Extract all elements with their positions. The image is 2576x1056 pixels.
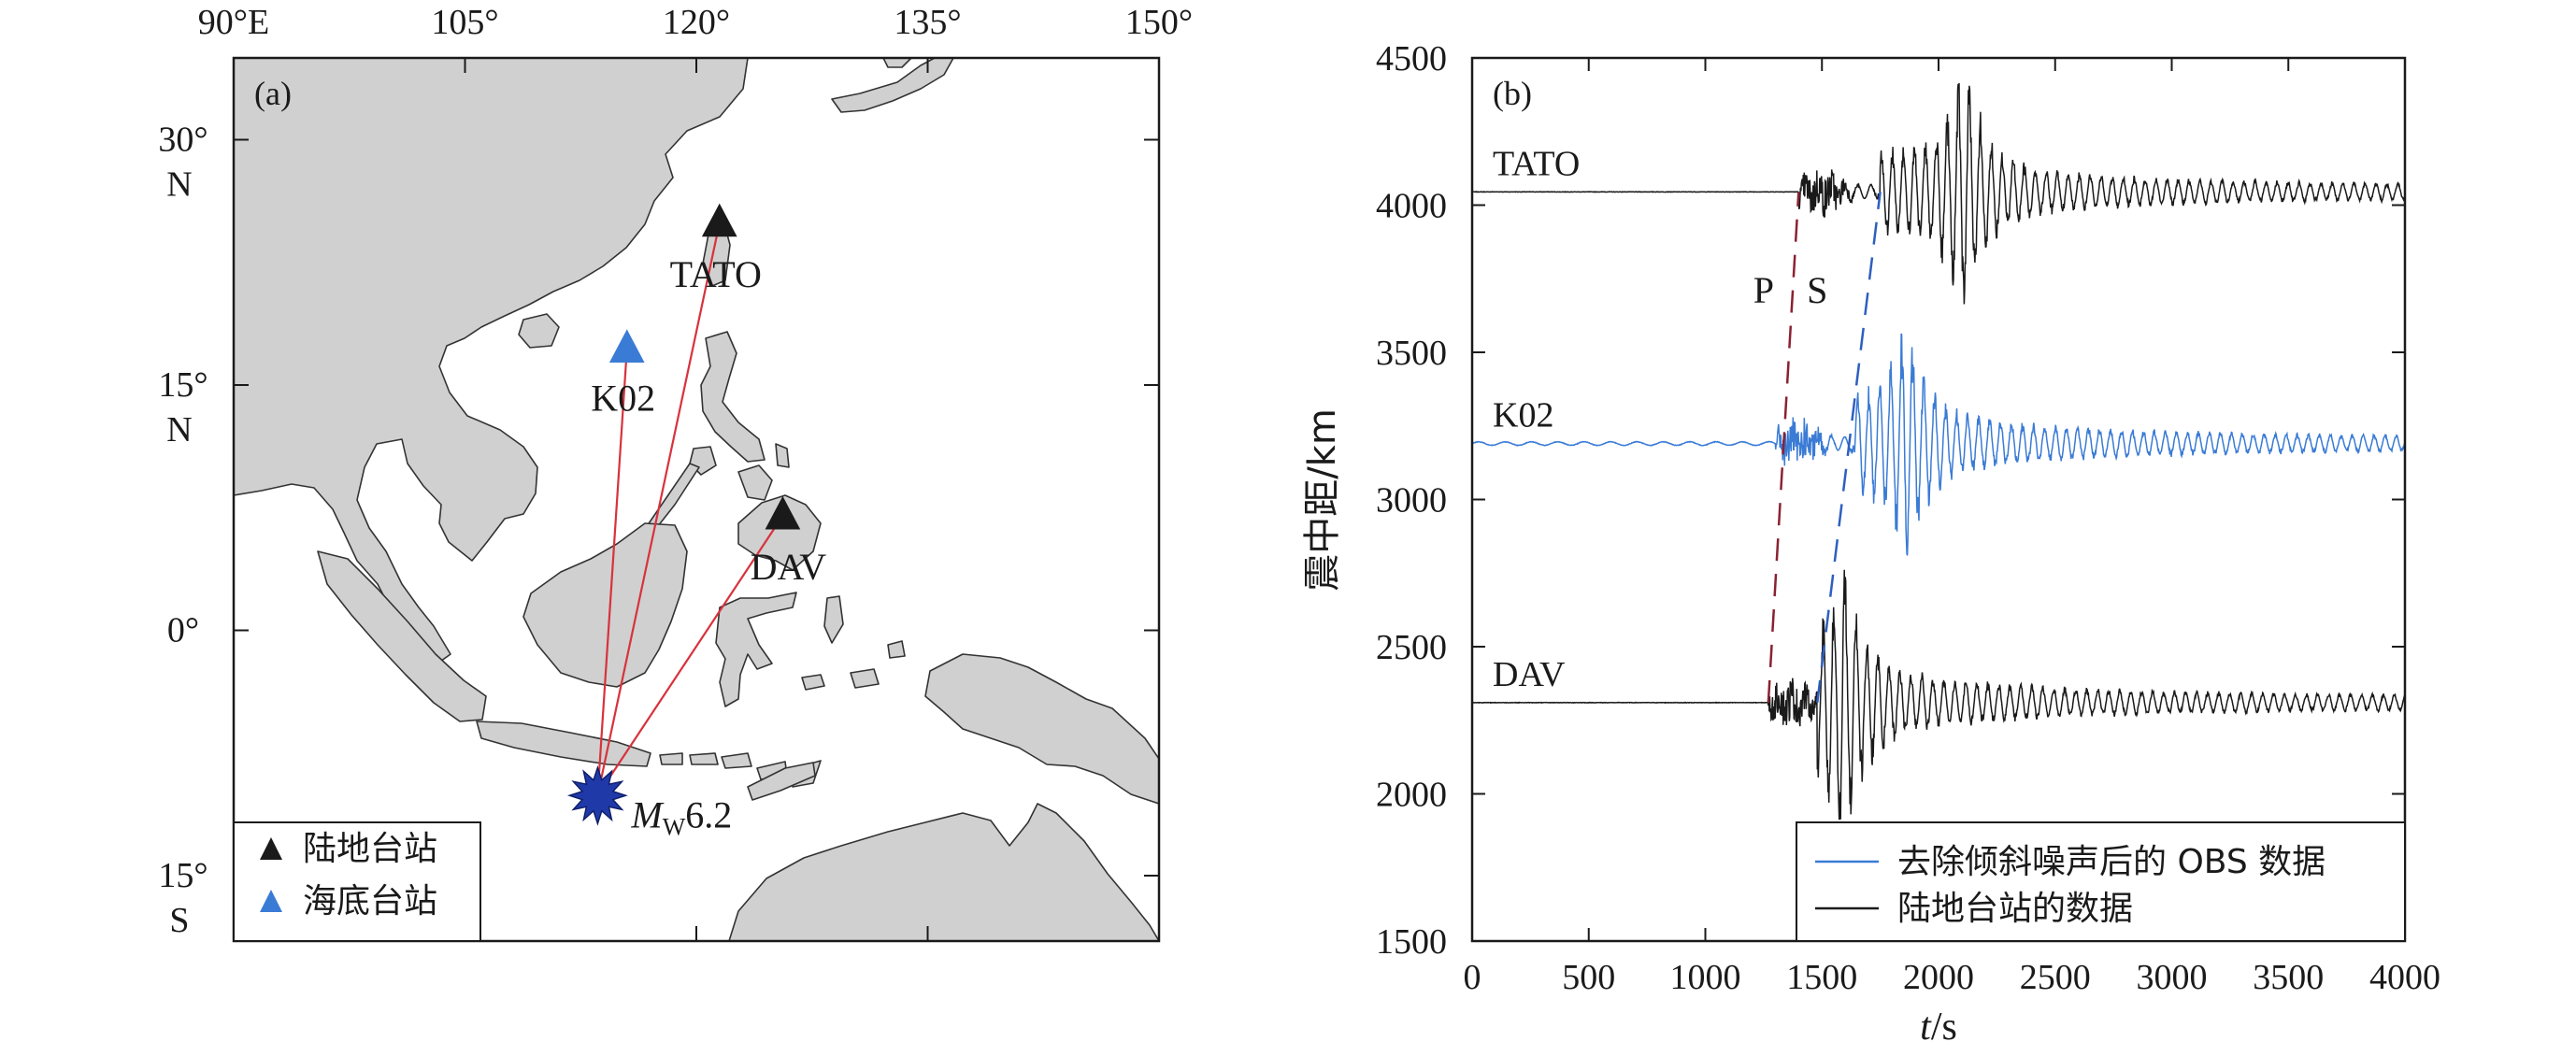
ray-path-k02	[596, 349, 628, 796]
station-marker-k02	[608, 329, 645, 363]
lat-tick-label: 30°	[158, 121, 208, 160]
lon-tick-label: 135°	[894, 3, 961, 42]
x-tick-label: 1500	[1786, 958, 1857, 997]
lon-tick-label: 150°	[1125, 3, 1193, 42]
trace-label-k02: K02	[1493, 396, 1553, 435]
x-tick-label: 1000	[1670, 958, 1741, 997]
lat-tick-label: 0°	[167, 611, 199, 650]
legend-land-data: 陆地台站的数据	[1897, 890, 2133, 928]
landmass-moluccas	[801, 595, 906, 691]
ray-path-dav	[596, 515, 784, 796]
legend-obs-data: 去除倾斜噪声后的 OBS 数据	[1897, 843, 2326, 881]
lon-tick-label: 105°	[431, 3, 498, 42]
station-marker-tato	[701, 203, 737, 237]
trace-label-dav: DAV	[1493, 655, 1566, 694]
x-tick-label: 2500	[2020, 958, 2091, 997]
lat-hemisphere-label: S	[169, 901, 189, 940]
x-tick-label: 0	[1464, 958, 1481, 997]
station-label-dav: DAV	[751, 546, 827, 588]
landmass-luzon	[700, 331, 766, 463]
landmass-japan-south	[831, 58, 954, 113]
panel-label-b: (b)	[1493, 75, 1532, 112]
x-axis-label-var: t	[1920, 1006, 1932, 1049]
y-tick-label: 4000	[1376, 187, 1447, 226]
landmass-australia	[728, 803, 1159, 941]
station-label-k02: K02	[591, 378, 655, 420]
x-tick-label: 2000	[1903, 958, 1974, 997]
station-markers: TATO K02 DAV	[591, 203, 827, 588]
waveform-k02	[1471, 333, 2406, 556]
ray-path-tato	[596, 222, 721, 796]
y-axis-label: 震中距/km	[1301, 408, 1344, 592]
phase-label-p: P	[1753, 269, 1774, 311]
y-tick-label: 1500	[1376, 922, 1447, 962]
x-axis-label-unit: /s	[1931, 1006, 1957, 1049]
y-tick-label: 3000	[1376, 481, 1447, 521]
waveform-dav	[1471, 569, 2406, 821]
axis-tick-labels: 0 500 1000 1500 2000 2500 3000 3500 4000 1500 2000…	[1376, 39, 2440, 997]
landmasses	[234, 58, 1159, 941]
phase-line-p	[1767, 192, 1800, 703]
x-tick-label: 3500	[2253, 958, 2324, 997]
waveform-legend: 去除倾斜噪声后的 OBS 数据 陆地台站的数据	[1796, 821, 2406, 942]
landmass-hainan	[518, 313, 560, 349]
lon-tick-label: 120°	[663, 3, 730, 42]
lon-tick-label: 90°E	[198, 3, 269, 42]
y-tick-label: 2500	[1376, 628, 1447, 667]
panel-label-a: (a)	[254, 75, 292, 112]
station-label-tato: TATO	[670, 253, 762, 295]
lat-tick-label: 15°	[158, 856, 208, 895]
landmass-visayas	[737, 443, 790, 501]
event-magnitude-label: MW6.2	[630, 793, 732, 840]
x-tick-label: 4000	[2369, 958, 2440, 997]
lat-tick-label: 15°	[158, 365, 208, 405]
ray-paths	[596, 222, 784, 796]
phase-line-s	[1816, 192, 1882, 704]
landmass-sulawesi	[715, 592, 797, 707]
waveform-tato	[1471, 82, 2405, 305]
landmass-sumatra	[317, 550, 487, 722]
earthquake-star: MW6.2	[566, 764, 732, 840]
y-tick-label: 2000	[1376, 776, 1447, 815]
station-marker-dav	[765, 495, 801, 530]
landmass-timor	[747, 762, 816, 801]
waveform-legend-box	[1796, 821, 2406, 942]
legend-land-station: 陆地台站	[303, 830, 437, 868]
landmass-new-guinea	[924, 653, 1159, 805]
x-tick-label: 500	[1562, 958, 1615, 997]
trace-label-tato: TATO	[1493, 144, 1580, 183]
lat-hemisphere-label: N	[166, 165, 192, 205]
phase-label-s: S	[1807, 269, 1827, 311]
plot-area	[1472, 58, 2405, 941]
land-station-icon	[260, 837, 282, 860]
map-panel: TATO K02 DAV MW6.2 (a) 陆地台站 海底台站	[232, 56, 1161, 943]
ocean-station-icon	[260, 890, 282, 912]
landmass-lesser-sunda	[659, 752, 822, 788]
map-legend: 陆地台站 海底台站	[233, 821, 481, 942]
map-legend-box	[233, 821, 481, 942]
wave-traces: TATO K02 DAV	[1471, 82, 2406, 821]
x-axis-label: t/s	[1920, 1006, 1957, 1049]
y-tick-label: 4500	[1376, 39, 1447, 78]
event-star-shape	[566, 764, 628, 826]
x-tick-label: 3000	[2137, 958, 2208, 997]
y-tick-label: 3500	[1376, 334, 1447, 373]
legend-ocean-station: 海底台站	[303, 882, 437, 920]
lat-hemisphere-label: N	[166, 410, 192, 450]
